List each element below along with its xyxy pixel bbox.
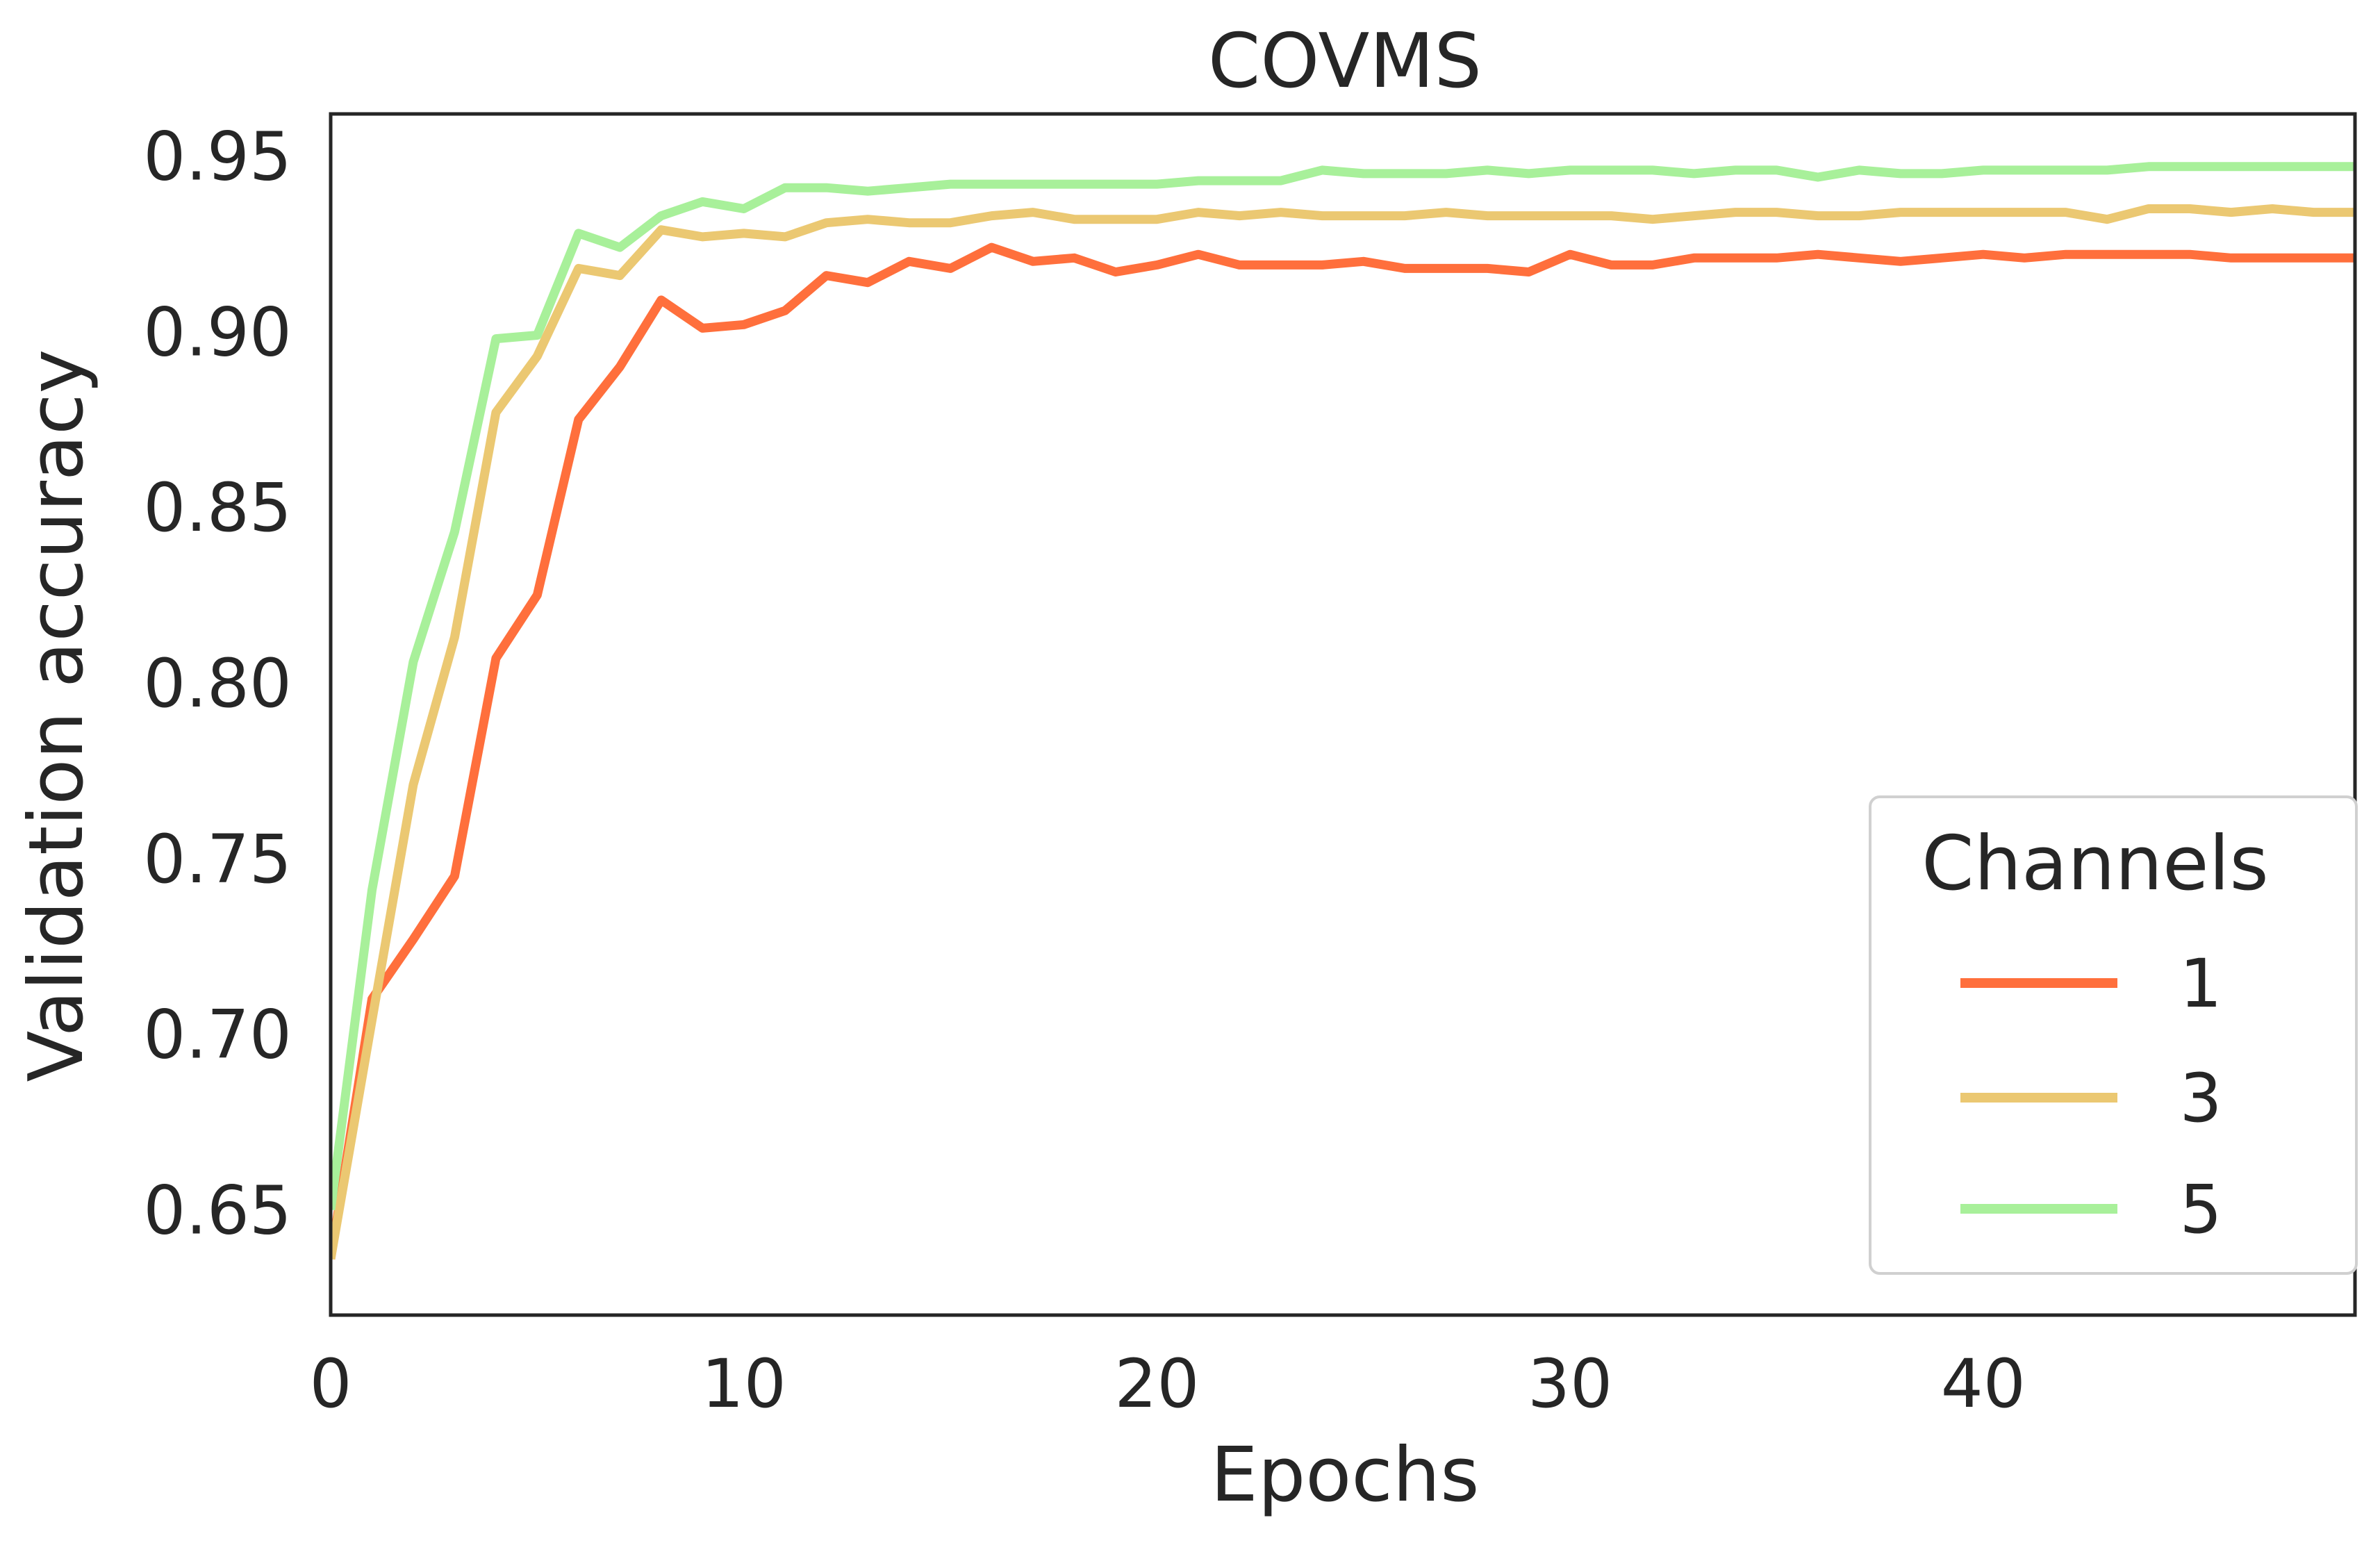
legend: Channels 1 3 5 (1869, 795, 2358, 1275)
x-tick-labels: 0 10 20 30 40 (309, 1345, 2025, 1423)
x-tick-label: 10 (702, 1345, 786, 1423)
chart-title: COVMS (1208, 18, 1482, 105)
y-tick-label: 0.80 (143, 645, 292, 723)
y-tick-label: 0.65 (143, 1171, 292, 1249)
legend-title: Channels (1922, 820, 2269, 907)
y-tick-label: 0.85 (143, 469, 292, 547)
y-tick-label: 0.70 (143, 996, 292, 1074)
legend-entries: 1 3 5 (1960, 945, 2222, 1248)
x-tick-label: 30 (1528, 1345, 1612, 1423)
x-tick-label: 20 (1114, 1345, 1199, 1423)
x-tick-label: 40 (1941, 1345, 2026, 1423)
series-layer (331, 162, 2355, 1260)
series-line-3 (331, 204, 2355, 1260)
legend-label-5: 5 (2179, 1171, 2222, 1248)
y-axis-title: Validation accuracy (13, 349, 100, 1082)
x-tick-label: 0 (309, 1345, 352, 1423)
series-line-5 (331, 162, 2355, 1211)
y-tick-label: 0.95 (143, 118, 292, 196)
x-axis-title: Epochs (1211, 1432, 1480, 1519)
plot-frame (329, 112, 2357, 1317)
y-tick-label: 0.90 (143, 293, 292, 371)
legend-label-3: 3 (2179, 1059, 2222, 1137)
legend-box (1869, 795, 2358, 1275)
series-line-1 (331, 242, 2355, 1260)
y-tick-labels: 0.65 0.70 0.75 0.80 0.85 0.90 0.95 (143, 118, 292, 1250)
legend-label-1: 1 (2179, 945, 2222, 1023)
y-tick-label: 0.75 (143, 820, 292, 898)
